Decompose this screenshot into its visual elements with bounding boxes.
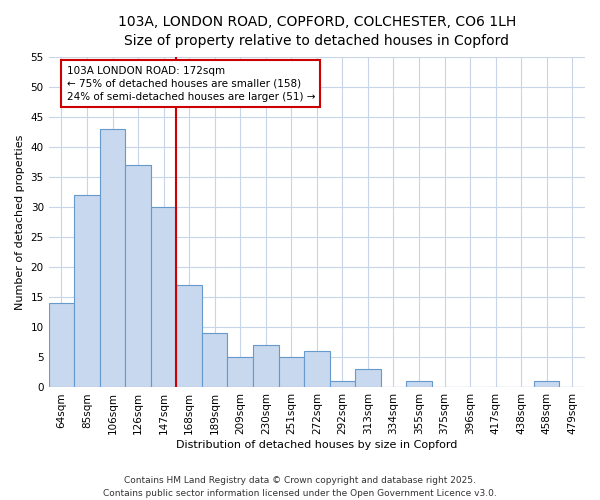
- Bar: [304, 352, 329, 388]
- Bar: [100, 129, 125, 388]
- Bar: [329, 382, 355, 388]
- Bar: [227, 358, 253, 388]
- Bar: [176, 285, 202, 388]
- Bar: [253, 346, 278, 388]
- Bar: [202, 334, 227, 388]
- Text: Contains HM Land Registry data © Crown copyright and database right 2025.
Contai: Contains HM Land Registry data © Crown c…: [103, 476, 497, 498]
- Title: 103A, LONDON ROAD, COPFORD, COLCHESTER, CO6 1LH
Size of property relative to det: 103A, LONDON ROAD, COPFORD, COLCHESTER, …: [118, 15, 516, 48]
- Bar: [534, 382, 559, 388]
- Y-axis label: Number of detached properties: Number of detached properties: [15, 134, 25, 310]
- X-axis label: Distribution of detached houses by size in Copford: Distribution of detached houses by size …: [176, 440, 458, 450]
- Bar: [125, 165, 151, 388]
- Bar: [74, 195, 100, 388]
- Bar: [49, 303, 74, 388]
- Bar: [355, 370, 380, 388]
- Bar: [406, 382, 432, 388]
- Bar: [151, 207, 176, 388]
- Bar: [278, 358, 304, 388]
- Text: 103A LONDON ROAD: 172sqm
← 75% of detached houses are smaller (158)
24% of semi-: 103A LONDON ROAD: 172sqm ← 75% of detach…: [67, 66, 315, 102]
